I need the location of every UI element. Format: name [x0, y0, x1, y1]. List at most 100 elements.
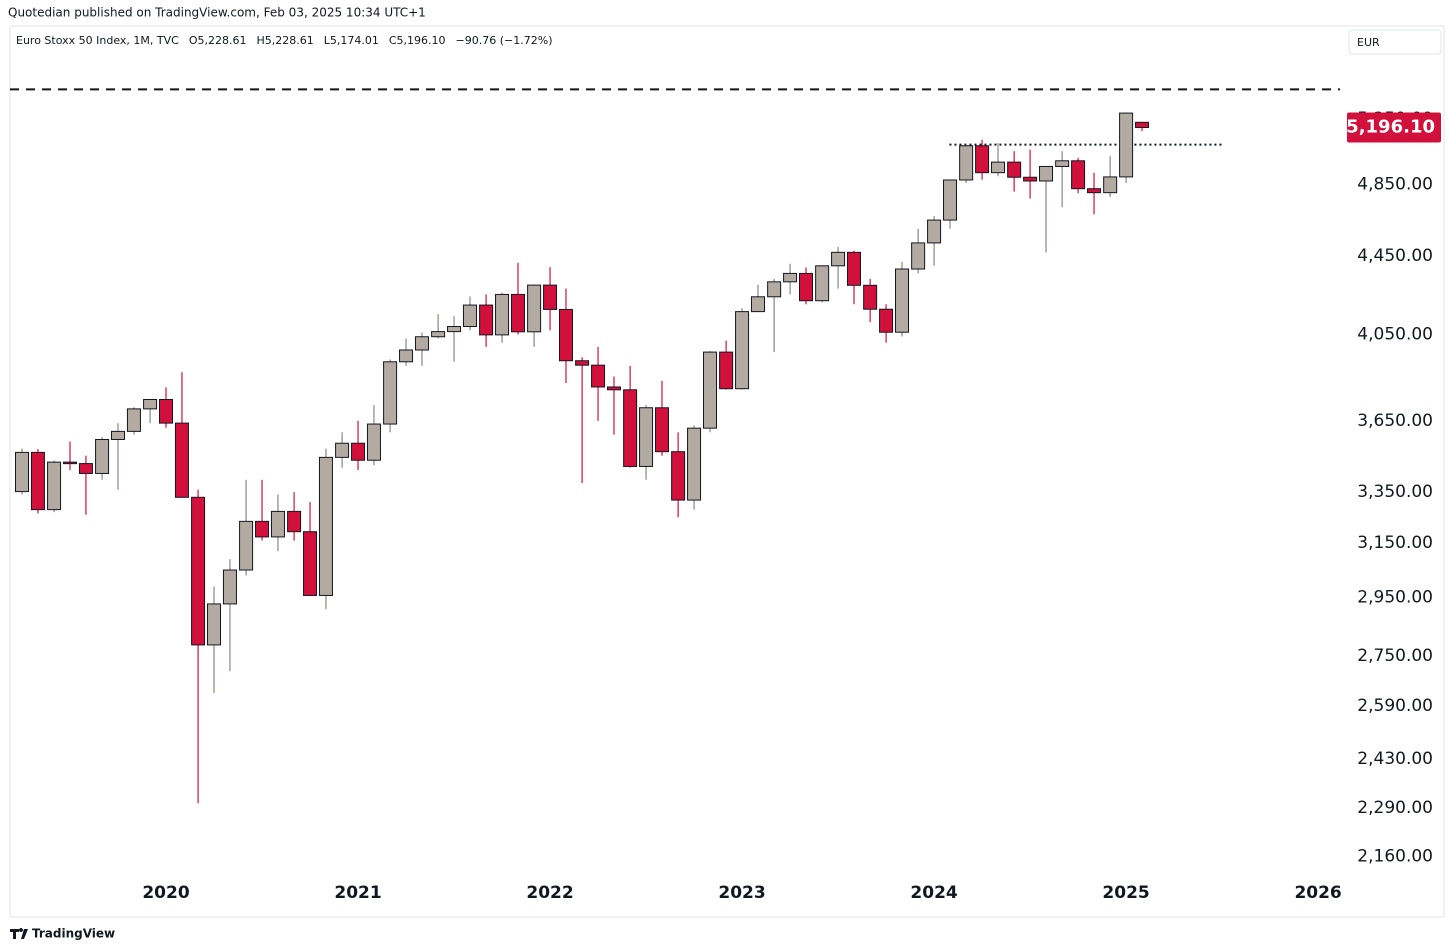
candle-body [399, 349, 414, 363]
candle-body [479, 304, 494, 336]
candle-body [462, 304, 477, 328]
candle-body [1071, 160, 1086, 190]
candle-body [47, 461, 62, 511]
y-tick-label: 2,590.00 [1357, 696, 1433, 716]
candle-body [270, 510, 285, 538]
candle-body [15, 451, 30, 493]
candle-body [1055, 160, 1070, 167]
currency-label[interactable]: EUR [1357, 36, 1380, 49]
legend-value: C5,196.10 [389, 34, 446, 47]
x-tick-label: 2021 [334, 883, 381, 903]
candle-body [527, 284, 542, 333]
candle-body [1135, 121, 1150, 128]
candle-body [591, 364, 606, 388]
candle-body [911, 242, 926, 270]
candle-body [63, 461, 78, 465]
candle-body [606, 386, 621, 391]
candle-body [927, 219, 942, 244]
candle-body [287, 510, 302, 533]
candle-body [991, 161, 1006, 174]
candle-body [255, 520, 270, 538]
candle-body [847, 251, 862, 286]
candle-body [895, 268, 910, 333]
last-price-tag [1347, 112, 1441, 143]
candle-body [639, 407, 654, 467]
candle-body [959, 145, 974, 181]
legend-value: H5,228.61 [256, 34, 313, 47]
publish-note: Quotedian published on TradingView.com, … [8, 6, 426, 20]
candle-body [719, 351, 734, 390]
candle-body [943, 179, 958, 221]
candle-body [78, 463, 93, 474]
candle-body [1023, 176, 1038, 182]
candle-body [159, 399, 174, 424]
candle-body [143, 399, 158, 410]
candle-body [510, 293, 525, 333]
y-tick-label: 2,950.00 [1357, 588, 1433, 608]
candle-body [783, 272, 798, 283]
brand-name: TradingView [32, 927, 115, 941]
candle-body [191, 496, 206, 646]
candle-body [671, 451, 686, 501]
y-tick-label: 4,450.00 [1357, 246, 1433, 266]
candle-body [126, 408, 141, 432]
candle-body [575, 360, 590, 366]
candle-body [303, 531, 318, 596]
candle-body [543, 284, 558, 310]
candles [15, 112, 1150, 804]
candle-body [431, 331, 446, 338]
candle-body [815, 265, 830, 302]
x-tick-label: 2022 [526, 883, 573, 903]
last-price-label: 5,196.10 [1346, 116, 1435, 137]
candle-body [1119, 112, 1134, 178]
candle-body [735, 311, 750, 390]
candle-body [1039, 165, 1054, 182]
candle-body [750, 296, 765, 313]
candle-body [558, 308, 573, 362]
candle-body [767, 281, 782, 298]
candle-body [207, 603, 222, 646]
candle-body [366, 423, 381, 461]
x-tick-label: 2026 [1294, 883, 1341, 903]
candle-body [1103, 176, 1118, 194]
candle-body [111, 430, 126, 440]
x-tick-label: 2025 [1102, 883, 1149, 903]
y-tick-label: 3,350.00 [1357, 482, 1433, 502]
candle-body [702, 351, 717, 429]
x-tick-label: 2024 [910, 883, 957, 903]
y-tick-label: 2,750.00 [1357, 646, 1433, 666]
y-tick-label: 2,160.00 [1357, 847, 1433, 867]
y-tick-label: 4,050.00 [1357, 324, 1433, 344]
candle-body [687, 427, 702, 501]
symbol-title: Euro Stoxx 50 Index, 1M, TVC [16, 34, 179, 47]
y-tick-label: 3,650.00 [1357, 411, 1433, 431]
candle-body [623, 389, 638, 467]
legend-value: L5,174.01 [324, 34, 379, 47]
candle-body [1007, 161, 1022, 178]
candle-body [879, 308, 894, 333]
currency-button[interactable] [1348, 29, 1442, 55]
candle-body [239, 520, 254, 571]
y-tick-label: 2,290.00 [1357, 798, 1433, 818]
candle-body [975, 145, 990, 174]
candle-body [654, 407, 669, 453]
x-tick-label: 2023 [718, 883, 765, 903]
candle-body [799, 272, 814, 302]
y-tick-label: 2,430.00 [1357, 749, 1433, 769]
y-tick-label: 3,150.00 [1357, 533, 1433, 553]
candle-body [174, 422, 189, 498]
candle-body [831, 251, 846, 267]
candle-body [495, 293, 510, 336]
legend-value: −90.76 (−1.72%) [456, 34, 553, 47]
candle-body [1087, 188, 1102, 194]
candle-body [318, 456, 333, 596]
candle-body [30, 451, 45, 511]
brand-logo [10, 928, 28, 939]
legend-value: O5,228.61 [189, 34, 247, 47]
candle-body [863, 284, 878, 310]
x-tick-label: 2020 [142, 883, 189, 903]
candle-body [414, 336, 429, 351]
ohlc-legend: O5,228.61 H5,228.61 L5,174.01 C5,196.10 −90.… [189, 34, 553, 47]
